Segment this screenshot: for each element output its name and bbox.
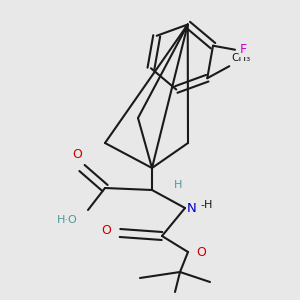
Text: H·O: H·O bbox=[57, 215, 78, 225]
Text: N: N bbox=[187, 202, 197, 214]
Text: O: O bbox=[72, 148, 82, 161]
Text: O: O bbox=[196, 245, 206, 259]
Text: O: O bbox=[101, 224, 111, 236]
Text: H: H bbox=[174, 180, 182, 190]
Text: F: F bbox=[240, 43, 247, 56]
Text: CH₃: CH₃ bbox=[231, 53, 250, 63]
Text: -H: -H bbox=[200, 200, 212, 210]
